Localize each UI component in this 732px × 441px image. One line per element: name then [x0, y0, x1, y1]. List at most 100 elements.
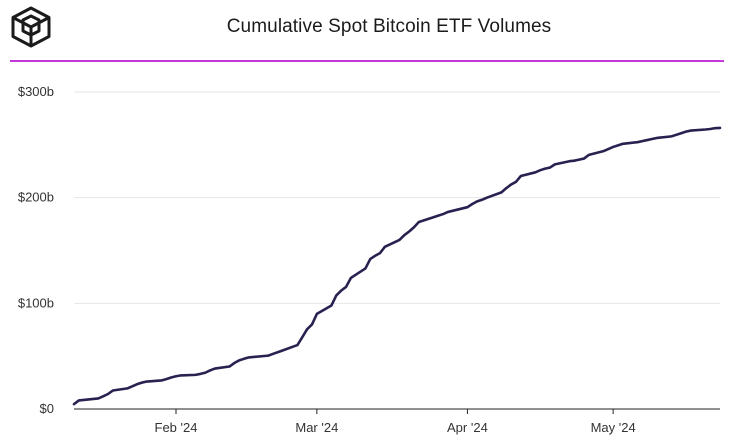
data-point — [651, 138, 653, 140]
data-point — [315, 313, 318, 315]
data-point — [617, 144, 619, 147]
data-point — [553, 163, 556, 166]
data-point — [160, 379, 163, 382]
chart-title: Cumulative Spot Bitcoin ETF Volumes — [226, 16, 552, 37]
data-point — [466, 206, 469, 209]
data-point — [636, 141, 639, 144]
data-point — [432, 216, 435, 219]
data-point — [349, 277, 352, 279]
data-point — [272, 352, 275, 355]
data-point — [77, 399, 80, 402]
data-point — [345, 286, 347, 288]
grid-lines — [74, 91, 720, 304]
data-point — [602, 150, 605, 153]
data-point — [544, 167, 547, 170]
data-point — [510, 183, 513, 186]
data-point — [612, 146, 615, 148]
y-tick-label: $200b — [18, 190, 54, 205]
data-point — [306, 328, 309, 331]
data-point — [471, 203, 474, 205]
data-point — [165, 378, 168, 380]
data-point — [97, 397, 100, 400]
x-tick-label: May '24 — [591, 420, 636, 435]
data-point — [437, 214, 440, 217]
data-point — [311, 323, 313, 326]
x-tick-label: Mar '24 — [295, 420, 338, 435]
data-point — [247, 356, 250, 359]
data-point — [500, 191, 503, 194]
data-point — [281, 349, 284, 352]
data-point — [369, 258, 372, 260]
data-point — [447, 211, 449, 213]
cube-logo-icon — [11, 6, 51, 48]
data-point — [621, 142, 624, 145]
series-line-cumulative-volume — [72, 126, 722, 406]
data-points — [73, 127, 721, 406]
x-tick-label: Apr '24 — [447, 420, 488, 435]
data-point — [578, 158, 581, 161]
data-point — [73, 403, 75, 406]
y-axis-labels: $0 $100b $200b $300b — [18, 84, 54, 416]
data-point — [515, 180, 517, 183]
data-point — [539, 169, 542, 172]
data-point — [417, 221, 420, 223]
data-point — [646, 139, 649, 141]
data-point — [374, 254, 377, 257]
y-tick-label: $100b — [18, 295, 54, 310]
data-point — [505, 187, 508, 190]
data-point — [145, 380, 148, 383]
data-point — [481, 198, 483, 201]
data-point — [330, 304, 333, 307]
data-point — [199, 373, 202, 375]
data-point — [179, 374, 182, 377]
data-point — [704, 128, 707, 131]
data-point — [136, 383, 139, 386]
data-point — [301, 336, 304, 339]
data-point — [442, 213, 445, 215]
x-tick-label: Feb '24 — [155, 420, 198, 435]
data-point — [403, 234, 406, 237]
data-point — [568, 160, 571, 163]
data-point — [111, 389, 114, 392]
title-divider — [10, 60, 724, 62]
data-point — [102, 395, 105, 398]
data-point — [413, 226, 415, 229]
data-point — [519, 175, 522, 177]
y-tick-label: $0 — [40, 401, 54, 416]
data-point — [655, 137, 658, 139]
y-tick-label: $300b — [18, 84, 54, 99]
data-point — [641, 140, 644, 143]
data-point — [364, 267, 367, 270]
x-axis-ticks: Feb '24 Mar '24 Apr '24 May '24 — [155, 409, 636, 435]
data-point — [689, 129, 692, 132]
data-point — [233, 362, 236, 364]
data-point — [670, 135, 673, 138]
data-point — [213, 367, 216, 370]
data-point — [709, 128, 712, 130]
data-point — [379, 252, 381, 255]
data-point — [573, 159, 576, 162]
data-point — [549, 166, 551, 169]
data-point — [238, 359, 241, 362]
data-point — [719, 127, 721, 129]
data-point — [335, 294, 338, 297]
data-point — [398, 239, 401, 241]
data-point — [126, 387, 129, 390]
data-point — [485, 196, 488, 199]
data-point — [175, 375, 177, 378]
data-point — [296, 344, 299, 346]
chart-header: Cumulative Spot Bitcoin ETF Volumes — [0, 0, 732, 62]
data-point — [107, 393, 109, 395]
data-point — [408, 230, 411, 233]
data-point — [209, 369, 211, 372]
data-point — [383, 245, 386, 248]
data-point — [680, 132, 683, 135]
data-point — [534, 171, 537, 174]
data-point — [685, 130, 687, 133]
data-point — [476, 200, 479, 203]
data-point — [340, 289, 343, 292]
data-point — [267, 354, 270, 357]
data-point — [170, 376, 173, 379]
data-point — [204, 371, 207, 374]
